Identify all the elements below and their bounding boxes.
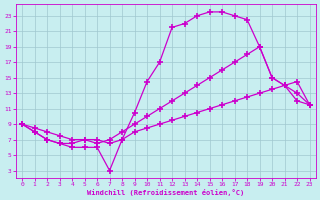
X-axis label: Windchill (Refroidissement éolien,°C): Windchill (Refroidissement éolien,°C) [87,189,244,196]
